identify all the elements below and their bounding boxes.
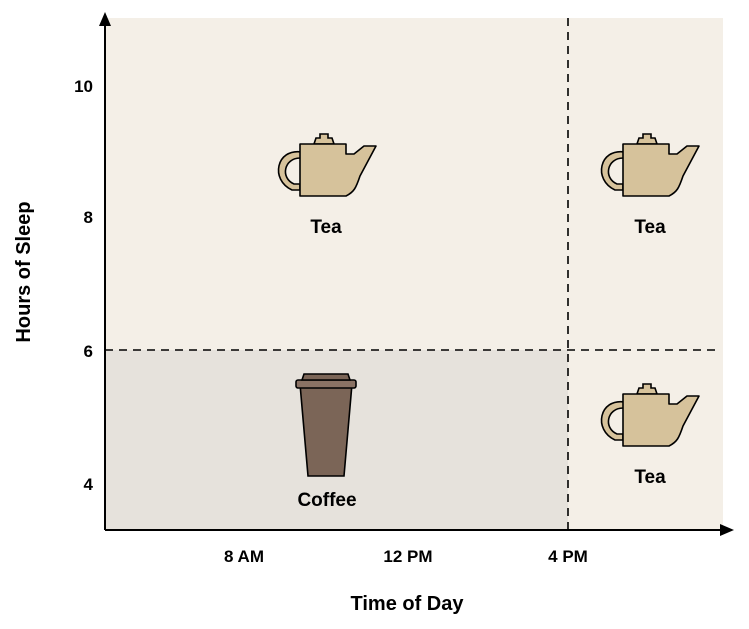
region-label: Tea [634, 217, 666, 238]
region-label: Tea [310, 217, 342, 238]
y-axis-label: Hours of Sleep [13, 201, 35, 342]
region-label: Tea [634, 467, 666, 488]
x-tick-label: 8 AM [224, 547, 264, 566]
tea-region-top-left: Tea [277, 133, 377, 238]
region-label: Coffee [297, 490, 356, 511]
tea-region-bottom-right: Tea [600, 383, 700, 488]
coffee-region-bottom-left: Coffee [295, 373, 357, 511]
x-axis-label: Time of Day [351, 593, 465, 615]
x-tick-label: 12 PM [383, 547, 432, 566]
y-tick-label: 6 [84, 342, 93, 361]
x-axis-arrow-icon [720, 524, 734, 536]
y-tick-label: 10 [74, 77, 93, 96]
x-tick-label: 4 PM [548, 547, 588, 566]
tea-region-top-right: Tea [600, 133, 700, 238]
y-axis-arrow-icon [99, 12, 111, 26]
y-tick-label: 8 [84, 208, 93, 227]
y-tick-label: 4 [84, 475, 94, 494]
